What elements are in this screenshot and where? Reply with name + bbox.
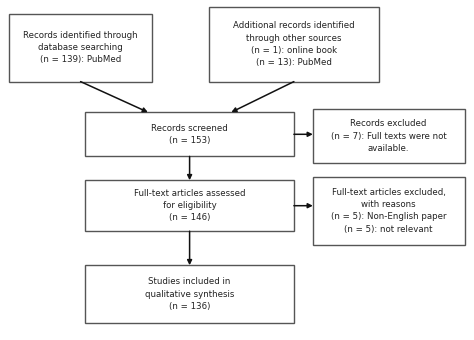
FancyBboxPatch shape [85,265,294,323]
FancyBboxPatch shape [313,109,465,163]
FancyBboxPatch shape [209,7,379,82]
FancyBboxPatch shape [85,180,294,231]
FancyBboxPatch shape [9,14,152,82]
FancyBboxPatch shape [313,177,465,245]
Text: Studies included in
qualitative synthesis
(n = 136): Studies included in qualitative synthesi… [145,277,234,311]
Text: Full-text articles assessed
for eligibility
(n = 146): Full-text articles assessed for eligibil… [134,189,246,222]
FancyBboxPatch shape [85,112,294,156]
Text: Records identified through
database searching
(n = 139): PubMed: Records identified through database sear… [23,31,138,64]
Text: Records screened
(n = 153): Records screened (n = 153) [151,124,228,145]
Text: Additional records identified
through other sources
(n = 1): online book
(n = 13: Additional records identified through ot… [233,21,355,67]
Text: Full-text articles excluded,
with reasons
(n = 5): Non-English paper
(n = 5): no: Full-text articles excluded, with reason… [331,188,447,234]
Text: Records excluded
(n = 7): Full texts were not
available.: Records excluded (n = 7): Full texts wer… [331,119,447,153]
